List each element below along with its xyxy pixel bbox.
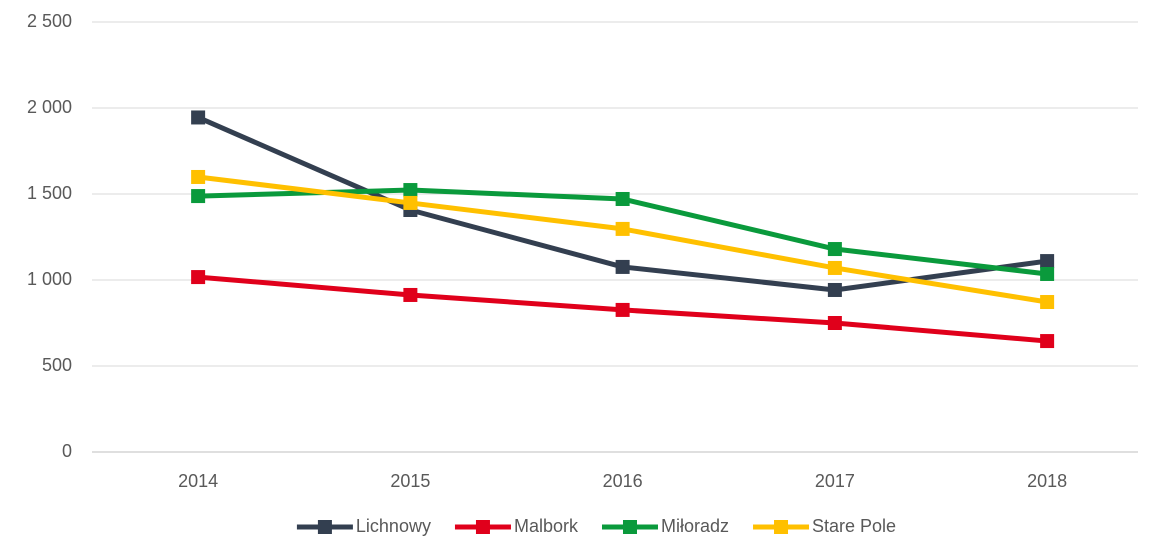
x-tick-label: 2016 [603, 471, 643, 491]
x-tick-label: 2017 [815, 471, 855, 491]
legend-marker [475, 520, 490, 534]
data-point [403, 287, 418, 302]
data-point [615, 259, 630, 274]
data-point [1040, 266, 1055, 281]
data-point [191, 270, 206, 285]
legend-label: Miłoradz [661, 516, 729, 536]
legend-marker [317, 520, 332, 534]
data-point [403, 195, 418, 210]
data-point [827, 242, 842, 257]
legend-marker [622, 520, 637, 534]
data-point [827, 282, 842, 297]
y-tick-label: 0 [62, 441, 72, 461]
y-tick-label: 1 000 [27, 269, 72, 289]
data-point [1040, 295, 1055, 310]
x-tick-label: 2014 [178, 471, 218, 491]
legend-label: Lichnowy [356, 516, 431, 536]
legend-label: Malbork [514, 516, 579, 536]
x-tick-label: 2015 [390, 471, 430, 491]
legend-marker [774, 520, 789, 534]
y-tick-label: 2 000 [27, 97, 72, 117]
y-tick-label: 2 500 [27, 11, 72, 31]
legend-label: Stare Pole [812, 516, 896, 536]
data-point [191, 169, 206, 184]
data-point [1040, 254, 1055, 269]
data-point [1040, 334, 1055, 349]
data-point [615, 191, 630, 206]
y-tick-label: 1 500 [27, 183, 72, 203]
data-point [827, 260, 842, 275]
data-point [827, 316, 842, 330]
data-point [403, 183, 418, 198]
data-point [615, 221, 630, 236]
y-tick-label: 500 [42, 355, 72, 375]
data-point [615, 302, 630, 317]
x-tick-label: 2018 [1027, 471, 1067, 491]
data-point [191, 110, 206, 125]
data-point [191, 189, 206, 204]
